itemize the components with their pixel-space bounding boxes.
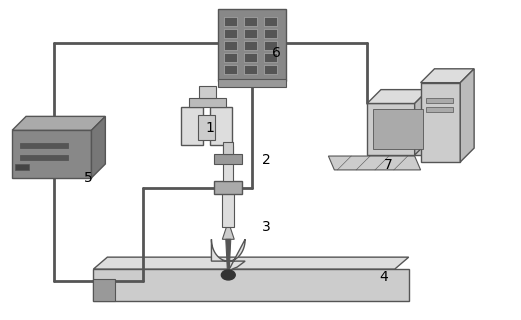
Text: 4: 4 (379, 270, 388, 284)
Text: 2: 2 (262, 153, 271, 167)
Polygon shape (328, 156, 420, 170)
Bar (218, 79, 286, 87)
Polygon shape (460, 69, 474, 162)
Ellipse shape (221, 270, 235, 280)
Bar (264, 17, 277, 26)
Bar (210, 108, 232, 145)
Bar (93, 269, 408, 301)
Bar (12, 130, 92, 178)
Text: 3: 3 (262, 220, 271, 235)
Polygon shape (93, 257, 408, 269)
Bar (224, 146, 233, 181)
Bar (225, 17, 237, 26)
Bar (225, 65, 237, 74)
Bar (218, 9, 286, 81)
Bar (264, 65, 277, 74)
Polygon shape (92, 116, 105, 178)
Text: 1: 1 (205, 121, 214, 135)
Bar (264, 29, 277, 38)
Polygon shape (415, 90, 429, 155)
Bar (225, 41, 237, 50)
Text: 7: 7 (384, 158, 393, 172)
Bar (244, 65, 257, 74)
Bar (244, 41, 257, 50)
Bar (224, 142, 233, 154)
Bar (222, 192, 234, 228)
Bar (426, 98, 453, 102)
Text: 5: 5 (83, 171, 92, 185)
Bar (189, 98, 226, 108)
Bar (197, 116, 215, 140)
Bar (215, 154, 242, 164)
Polygon shape (12, 116, 105, 130)
Bar (420, 83, 460, 162)
Bar (199, 86, 216, 98)
Bar (225, 53, 237, 62)
Bar (181, 108, 203, 145)
Bar (93, 279, 115, 301)
Bar (367, 103, 429, 155)
Bar (215, 181, 242, 194)
Bar (244, 53, 257, 62)
Bar (244, 29, 257, 38)
Bar (373, 109, 423, 149)
Bar (20, 143, 68, 148)
Bar (244, 17, 257, 26)
Polygon shape (367, 90, 429, 103)
Bar (426, 108, 453, 112)
Polygon shape (226, 239, 231, 269)
Bar (264, 53, 277, 62)
Bar (20, 155, 68, 160)
Text: 6: 6 (272, 46, 281, 60)
Bar (264, 41, 277, 50)
Bar (225, 29, 237, 38)
Polygon shape (420, 69, 474, 83)
Polygon shape (212, 239, 245, 271)
Polygon shape (222, 228, 234, 239)
Bar (15, 164, 29, 170)
